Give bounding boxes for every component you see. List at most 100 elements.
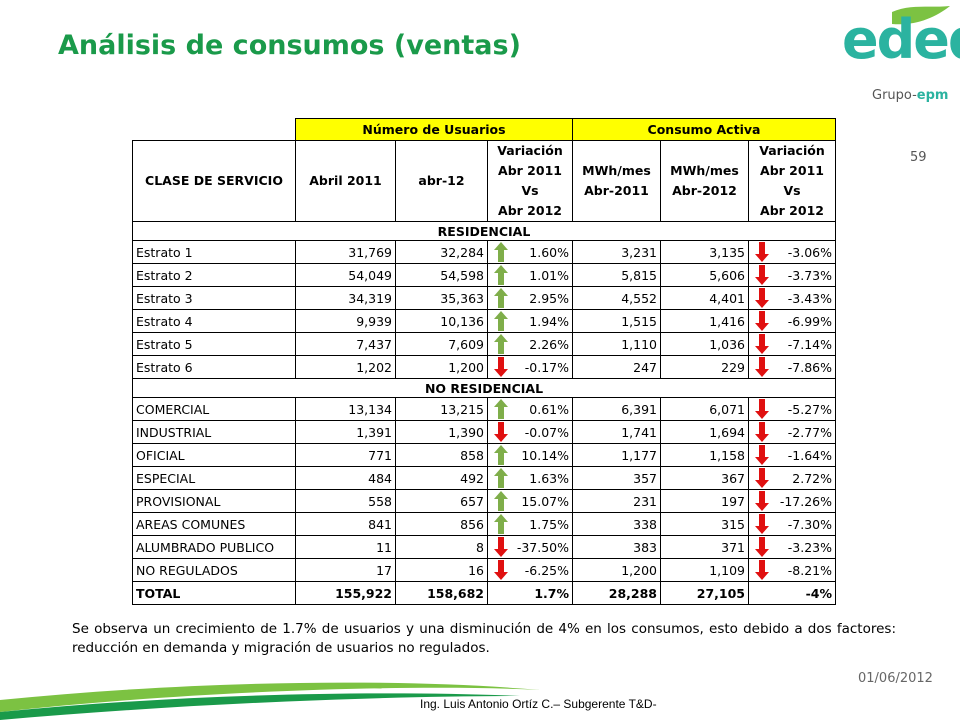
cell: 1,416 xyxy=(660,309,749,333)
cell: 16 xyxy=(395,558,488,582)
cell: -7.86% xyxy=(748,355,836,379)
arrow-up xyxy=(494,399,508,419)
cell: 1,694 xyxy=(660,420,749,444)
arrow-down xyxy=(755,288,769,308)
column-header: MWh/mes Abr-2011 xyxy=(572,140,661,222)
arrow-shape xyxy=(755,468,769,488)
data-row: AREAS COMUNES 841 856 1.75% 338 315 -7.30% xyxy=(132,512,836,536)
cell: 2.26% xyxy=(487,332,573,356)
column-header: MWh/mes Abr-2012 xyxy=(660,140,749,222)
cell: -3.06% xyxy=(748,240,836,264)
cell: 10.14% xyxy=(487,443,573,467)
cell: 558 xyxy=(295,489,396,513)
arrow-shape xyxy=(494,288,508,308)
arrow-shape xyxy=(755,265,769,285)
group-header: Consumo Activa xyxy=(572,118,836,141)
cell: Estrato 5 xyxy=(132,332,296,356)
cell: -17.26% xyxy=(748,489,836,513)
cell: 1.75% xyxy=(487,512,573,536)
column-header: abr-12 xyxy=(395,140,488,222)
data-row: Estrato 3 34,319 35,363 2.95% 4,552 4,401 -3.4… xyxy=(132,286,836,310)
cell: 54,049 xyxy=(295,263,396,287)
arrow-down xyxy=(494,357,508,377)
cell: 383 xyxy=(572,535,661,559)
cell: PROVISIONAL xyxy=(132,489,296,513)
cell: 1,391 xyxy=(295,420,396,444)
cell: INDUSTRIAL xyxy=(132,420,296,444)
cell: 34,319 xyxy=(295,286,396,310)
title: Análisis de consumos (ventas) xyxy=(58,30,521,61)
data-row: Estrato 4 9,939 10,136 1.94% 1,515 1,416 -6.99… xyxy=(132,309,836,333)
cell: ALUMBRADO PUBLICO xyxy=(132,535,296,559)
arrow-shape xyxy=(755,288,769,308)
author: Ing. Luis Antonio Ortíz C.– Subgerente T… xyxy=(420,697,657,711)
column-header: CLASE DE SERVICIO xyxy=(132,140,296,222)
arrow-shape xyxy=(755,334,769,354)
cell: 13,215 xyxy=(395,397,488,421)
total-cell: 155,922 xyxy=(295,581,396,605)
cell: 15.07% xyxy=(487,489,573,513)
cell: 2.72% xyxy=(748,466,836,490)
cell: Estrato 1 xyxy=(132,240,296,264)
arrow-down xyxy=(755,422,769,442)
cell: -2.77% xyxy=(748,420,836,444)
cell: 1,158 xyxy=(660,443,749,467)
data-table: Número de Usuarios Consumo Activa CLASE DE… xyxy=(132,118,836,605)
arrow-down xyxy=(755,560,769,580)
cell: 35,363 xyxy=(395,286,488,310)
cell: 1,177 xyxy=(572,443,661,467)
arrow-down xyxy=(755,242,769,262)
page-number: 59 xyxy=(910,150,927,165)
arrow-shape xyxy=(494,514,508,534)
cell: 13,134 xyxy=(295,397,396,421)
total-cell: -4% xyxy=(748,581,836,605)
section-row: NO RESIDENCIAL xyxy=(132,378,836,398)
cell: 357 xyxy=(572,466,661,490)
cell: -37.50% xyxy=(487,535,573,559)
cell: 1,109 xyxy=(660,558,749,582)
cell: 1.60% xyxy=(487,240,573,264)
arrow-up xyxy=(494,445,508,465)
arrow-down xyxy=(755,468,769,488)
arrow-shape xyxy=(755,357,769,377)
group-suffix: epm xyxy=(916,88,949,103)
data-row: COMERCIAL 13,134 13,215 0.61% 6,391 6,071 -5.2… xyxy=(132,397,836,421)
cell: 32,284 xyxy=(395,240,488,264)
cell: 5,606 xyxy=(660,263,749,287)
cell: -6.99% xyxy=(748,309,836,333)
total-cell: 158,682 xyxy=(395,581,488,605)
cell: 492 xyxy=(395,466,488,490)
cell: -5.27% xyxy=(748,397,836,421)
cell: 17 xyxy=(295,558,396,582)
arrow-up xyxy=(494,242,508,262)
cell: 1,390 xyxy=(395,420,488,444)
cell: 1,036 xyxy=(660,332,749,356)
cell: Estrato 2 xyxy=(132,263,296,287)
arrow-shape xyxy=(494,560,508,580)
arrow-down xyxy=(755,357,769,377)
cell: Estrato 6 xyxy=(132,355,296,379)
cell: 229 xyxy=(660,355,749,379)
arrow-down xyxy=(494,560,508,580)
arrow-down xyxy=(755,514,769,534)
arrow-shape xyxy=(755,560,769,580)
cell: 197 xyxy=(660,489,749,513)
group-prefix: Grupo- xyxy=(872,88,917,103)
section-row: RESIDENCIAL xyxy=(132,221,836,241)
cell: 7,437 xyxy=(295,332,396,356)
cell: 1.63% xyxy=(487,466,573,490)
total-cell: 1.7% xyxy=(487,581,573,605)
cell: 3,231 xyxy=(572,240,661,264)
cell: 11 xyxy=(295,535,396,559)
cell: -7.14% xyxy=(748,332,836,356)
cell: Estrato 3 xyxy=(132,286,296,310)
arrow-shape xyxy=(755,514,769,534)
arrow-down xyxy=(494,537,508,557)
logo: edeq xyxy=(842,8,960,71)
cell: -3.73% xyxy=(748,263,836,287)
cell: 6,071 xyxy=(660,397,749,421)
arrow-shape xyxy=(494,399,508,419)
cell: -3.43% xyxy=(748,286,836,310)
arrow-shape xyxy=(494,311,508,331)
